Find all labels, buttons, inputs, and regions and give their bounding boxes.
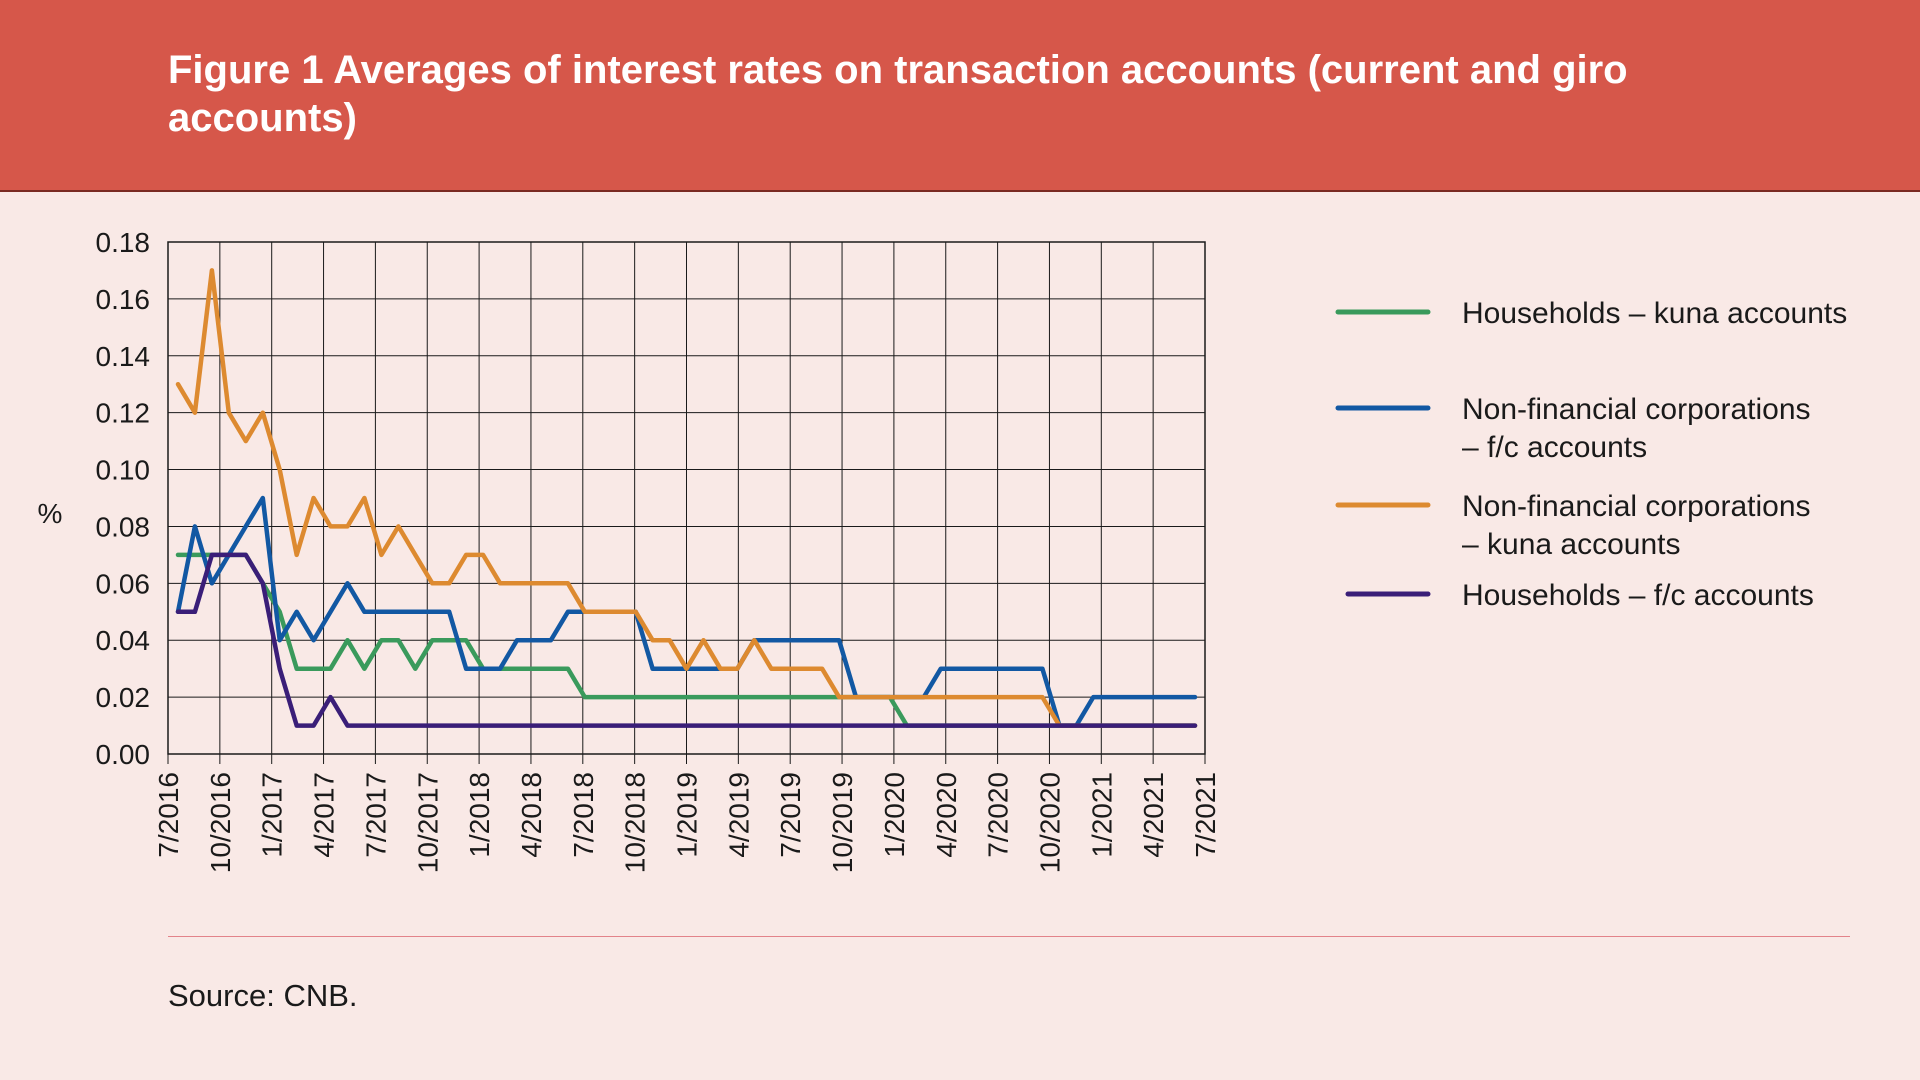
x-tick-label: 7/2019 <box>775 772 806 858</box>
x-tick-label: 4/2018 <box>516 772 547 858</box>
y-tick-label: 0.00 <box>96 739 151 770</box>
x-tick-label: 4/2017 <box>309 772 340 858</box>
y-tick-label: 0.06 <box>96 568 151 599</box>
source-note: Source: CNB. <box>168 978 358 1013</box>
x-tick-label: 10/2020 <box>1034 772 1065 873</box>
x-tick-label: 7/2021 <box>1190 772 1221 858</box>
x-tick-label: 1/2019 <box>672 772 703 858</box>
x-tick-label: 10/2016 <box>205 772 236 873</box>
legend-label: Households – kuna accounts <box>1462 297 1847 330</box>
line-chart: 0.00 0.02 0.04 0.06 0.08 0.10 0.12 0.14 0.16 0.18… <box>38 227 1848 873</box>
y-tick-label: 0.18 <box>96 227 151 258</box>
figure-title: Figure 1 Averages of interest rates on t… <box>168 48 1628 140</box>
y-tick-label: 0.04 <box>96 625 151 656</box>
y-tick-label: 0.16 <box>96 284 151 315</box>
x-tick-label: 4/2021 <box>1138 772 1169 858</box>
legend-label: Households – f/c accounts <box>1462 579 1814 612</box>
footer-divider <box>168 936 1850 937</box>
series-line-4 <box>175 552 1198 728</box>
x-tick-label: 7/2020 <box>983 772 1014 858</box>
legend-label: Non-financial corporations <box>1462 490 1811 523</box>
y-tick-label: 0.12 <box>96 398 151 429</box>
x-tick-label: 1/2021 <box>1086 772 1117 858</box>
y-tick-label: 0.02 <box>96 682 151 713</box>
y-tick-label: 0.10 <box>96 455 151 486</box>
x-tick-label: 10/2019 <box>827 772 858 873</box>
y-tick-label: 0.08 <box>96 511 151 542</box>
x-tick-label: 4/2019 <box>723 772 754 858</box>
figure-header: Figure 1 Averages of interest rates on t… <box>0 0 1920 192</box>
x-tick-label: 4/2020 <box>931 772 962 858</box>
x-tick-label: 1/2020 <box>879 772 910 858</box>
x-tick-label: 10/2017 <box>412 772 443 873</box>
y-axis-label: % <box>38 498 63 529</box>
legend-label: Non-financial corporations <box>1462 393 1811 426</box>
legend-label: – f/c accounts <box>1462 431 1647 464</box>
x-tick-label: 7/2017 <box>360 772 391 858</box>
legend-label: – kuna accounts <box>1462 528 1680 561</box>
x-tick-label: 1/2018 <box>464 772 495 858</box>
x-tick-label: 10/2018 <box>620 772 651 873</box>
x-tick-label: 7/2016 <box>153 772 184 858</box>
y-tick-label: 0.14 <box>96 341 151 372</box>
x-tick-label: 1/2017 <box>257 772 288 858</box>
x-tick-label: 7/2018 <box>568 772 599 858</box>
series-line-3 <box>175 268 1198 728</box>
